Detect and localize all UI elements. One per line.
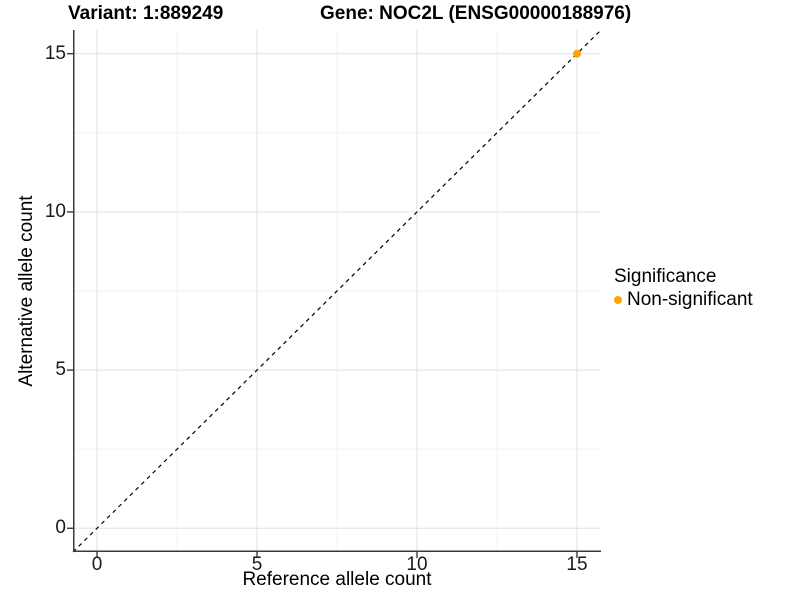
y-axis-title: Alternative allele count xyxy=(16,195,37,387)
legend-point-icon xyxy=(614,296,622,304)
plot-title-gene: Gene: NOC2L (ENSG00000188976) xyxy=(320,3,632,24)
y-tick-label: 15 xyxy=(44,42,66,64)
data-point xyxy=(573,49,581,58)
legend-item-label: Non-significant xyxy=(627,289,753,310)
x-tick-label: 15 xyxy=(566,554,588,575)
x-tick-label: 0 xyxy=(91,554,103,575)
plot-panel xyxy=(67,29,602,558)
legend-item: Non-significant xyxy=(614,289,753,311)
identity-dashed-line xyxy=(72,29,602,553)
plot-title-variant: Variant: 1:889249 xyxy=(68,3,224,24)
x-axis-title: Reference allele count xyxy=(242,569,432,590)
y-tick-label: 10 xyxy=(44,200,66,222)
x-tick-label: 5 xyxy=(251,554,263,575)
x-tick-label: 10 xyxy=(406,554,428,575)
legend: Significance Non-significant xyxy=(614,266,753,311)
y-tick-label: 5 xyxy=(55,359,66,381)
legend-title: Significance xyxy=(614,266,717,287)
y-tick-label: 0 xyxy=(55,517,66,539)
